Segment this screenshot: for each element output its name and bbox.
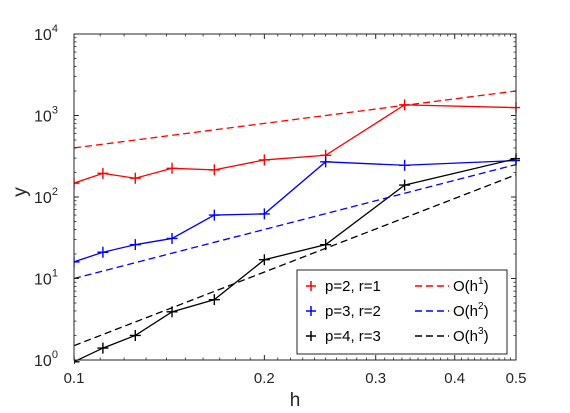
y-tick-exponent: 3 bbox=[52, 105, 58, 117]
y-tick-exponent: 0 bbox=[52, 349, 58, 361]
legend-ref-close: ) bbox=[484, 328, 489, 345]
x-tick-label-2: 0.3 bbox=[365, 370, 386, 387]
y-tick-label-3: 103 bbox=[34, 105, 58, 126]
x-tick-label-1: 0.2 bbox=[254, 370, 275, 387]
legend-ref-base: O(h bbox=[453, 278, 478, 295]
y-tick-exponent: 2 bbox=[52, 186, 58, 198]
data-point-s0-3 bbox=[166, 162, 178, 174]
y-tick-label-0: 100 bbox=[34, 349, 58, 370]
data-point-s1-0 bbox=[74, 256, 80, 268]
data-point-s0-2 bbox=[129, 172, 141, 184]
legend-ref-exponent: 3 bbox=[478, 326, 484, 337]
data-point-s2-1 bbox=[97, 342, 109, 354]
legend-box bbox=[296, 269, 508, 355]
y-tick-base: 10 bbox=[34, 109, 52, 126]
data-point-s2-4 bbox=[208, 294, 220, 306]
x-axis-label: h bbox=[290, 390, 301, 411]
data-point-s0-5 bbox=[258, 154, 270, 166]
y-tick-label-2: 102 bbox=[34, 186, 58, 207]
y-tick-exponent: 4 bbox=[52, 23, 58, 35]
data-point-s1-3 bbox=[166, 232, 178, 244]
data-point-s0-1 bbox=[97, 167, 109, 179]
reference-line-3 bbox=[74, 90, 517, 149]
legend-marker-2 bbox=[306, 331, 316, 341]
legend-ref-exponent: 2 bbox=[478, 301, 484, 312]
data-point-s0-0 bbox=[74, 177, 80, 189]
series-layer bbox=[74, 90, 520, 364]
y-tick-base: 10 bbox=[34, 27, 52, 44]
data-point-s1-2 bbox=[129, 239, 141, 251]
legend-marker-1 bbox=[306, 306, 316, 316]
legend: p=2, r=1p=3, r=2p=4, r=3O(h1)O(h2)O(h3) bbox=[296, 269, 508, 355]
data-point-s1-5 bbox=[258, 208, 270, 220]
y-tick-label-4: 104 bbox=[34, 23, 58, 44]
y-tick-base: 10 bbox=[34, 353, 52, 370]
reference-line-4 bbox=[74, 163, 517, 280]
legend-marker-0 bbox=[306, 281, 316, 291]
x-tick-label-3: 0.4 bbox=[444, 370, 465, 387]
legend-label-0: p=2, r=1 bbox=[325, 278, 381, 295]
data-point-s2-7 bbox=[399, 179, 411, 191]
legend-ref-label-1: O(h2) bbox=[453, 301, 489, 320]
legend-label-2: p=4, r=3 bbox=[325, 328, 381, 345]
legend-ref-label-2: O(h3) bbox=[453, 326, 489, 345]
legend-ref-label-0: O(h1) bbox=[453, 276, 489, 295]
x-tick-label-4: 0.5 bbox=[506, 370, 527, 387]
legend-ref-base: O(h bbox=[453, 303, 478, 320]
legend-label-1: p=3, r=2 bbox=[325, 303, 381, 320]
y-tick-exponent: 1 bbox=[52, 268, 58, 280]
reference-line-5 bbox=[74, 174, 517, 347]
x-tick-label-0: 0.1 bbox=[64, 370, 85, 387]
y-tick-label-1: 101 bbox=[34, 268, 58, 289]
y-tick-base: 10 bbox=[34, 272, 52, 289]
data-point-s0-4 bbox=[208, 164, 220, 176]
legend-ref-base: O(h bbox=[453, 328, 478, 345]
data-point-s1-4 bbox=[208, 209, 220, 221]
y-tick-base: 10 bbox=[34, 190, 52, 207]
legend-ref-exponent: 1 bbox=[478, 276, 484, 287]
data-point-s2-5 bbox=[258, 254, 270, 266]
legend-ref-close: ) bbox=[484, 278, 489, 295]
data-point-s1-6 bbox=[320, 156, 332, 168]
legend-ref-close: ) bbox=[484, 303, 489, 320]
data-point-s2-2 bbox=[129, 329, 141, 341]
data-point-s1-7 bbox=[399, 159, 411, 171]
data-point-s1-1 bbox=[97, 246, 109, 258]
y-axis-label: y bbox=[10, 187, 31, 197]
data-point-s2-0 bbox=[74, 356, 80, 364]
